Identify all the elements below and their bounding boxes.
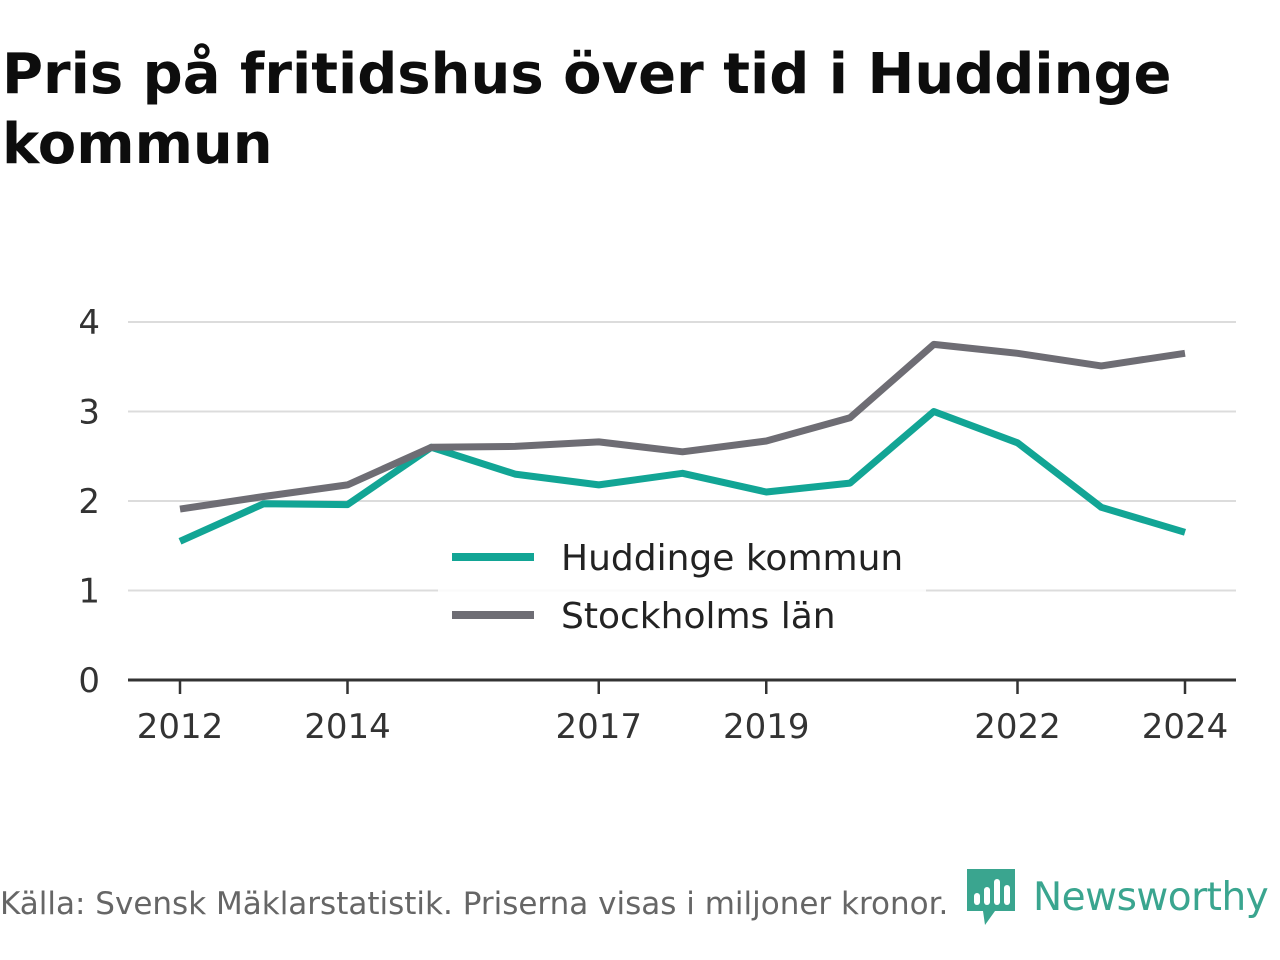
legend: Huddinge kommun Stockholms län	[438, 522, 926, 640]
legend-label-stockholms-län: Stockholms län	[561, 596, 836, 637]
y-tick-label-2: 2	[78, 482, 100, 522]
x-tick-label-2019: 2019	[723, 707, 810, 747]
x-tick-label-2014: 2014	[304, 707, 391, 747]
brand-logo[interactable]: Newsworthy	[965, 866, 1269, 928]
x-tick-label-2022: 2022	[974, 707, 1061, 747]
legend-background	[438, 522, 926, 640]
x-axis: 2012 2014 2017 2019 2022 2024	[128, 678, 1236, 747]
y-axis-ticks: 0 1 2 3 4	[78, 303, 100, 701]
x-tick-label-2012: 2012	[137, 707, 224, 747]
y-tick-label-3: 3	[78, 393, 100, 433]
y-tick-label-1: 1	[78, 572, 100, 612]
newsworthy-logo-icon	[967, 869, 1015, 925]
y-tick-label-4: 4	[78, 303, 100, 343]
series-line-stockholms-län	[179, 340, 1186, 513]
source-note: Källa: Svensk Mäklarstatistik. Priserna …	[0, 886, 949, 922]
chart-title: Pris på fritidshus över tid i Huddinge k…	[2, 42, 1172, 177]
x-tick-label-2017: 2017	[555, 707, 642, 747]
x-tick-label-2024: 2024	[1142, 707, 1229, 747]
brand-name: Newsworthy	[1033, 874, 1269, 920]
y-tick-label-0: 0	[78, 661, 100, 701]
series-line-huddinge-kommun	[178, 408, 1187, 545]
series-lines	[178, 340, 1187, 545]
legend-label-huddinge-kommun: Huddinge kommun	[561, 538, 903, 579]
